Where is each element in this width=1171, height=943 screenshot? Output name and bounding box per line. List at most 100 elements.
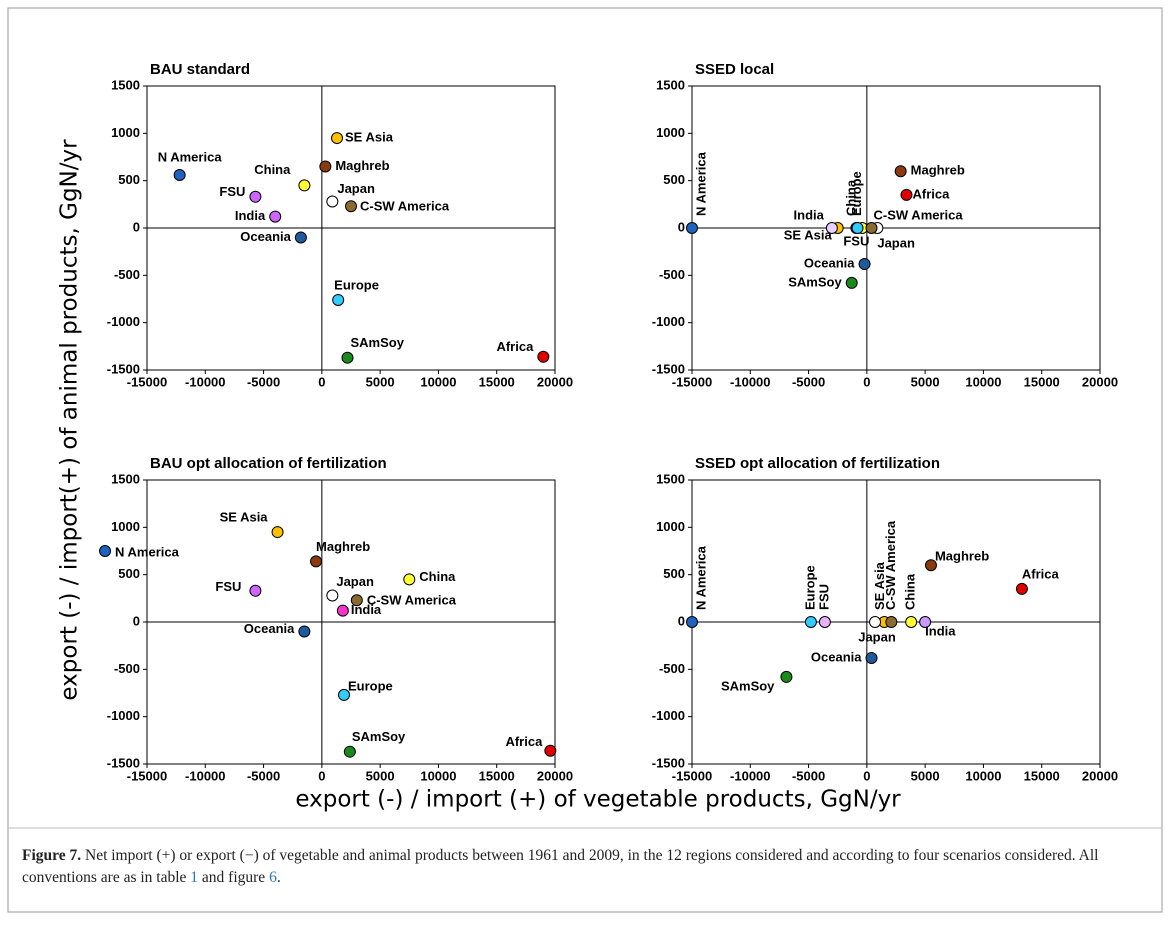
- figure-ref[interactable]: 6: [269, 869, 277, 886]
- point-label: SAmSoy: [351, 335, 405, 350]
- data-point: [403, 573, 416, 586]
- data-point: [825, 222, 838, 234]
- figure-frame: [7, 7, 1163, 913]
- y-tick-label: -500: [659, 267, 685, 282]
- data-point: [341, 351, 354, 364]
- point-label: N America: [693, 151, 708, 216]
- data-point: [804, 616, 817, 628]
- point-label: C-SW America: [883, 520, 898, 610]
- y-tick-label: 1000: [111, 519, 140, 534]
- y-tick-label: 1500: [111, 471, 140, 486]
- table-ref[interactable]: 1: [190, 869, 199, 886]
- point-label: N America: [693, 545, 708, 610]
- data-point: [249, 190, 262, 203]
- data-point: [343, 745, 356, 758]
- point-label: C-SW America: [874, 207, 964, 222]
- point-label: FSU: [219, 184, 245, 199]
- point-label: India: [235, 208, 266, 223]
- point-label: Europe: [802, 565, 817, 610]
- data-point: [345, 200, 357, 213]
- caption-text: and figure: [198, 869, 270, 886]
- point-label: FSU: [816, 584, 831, 610]
- data-point: [350, 594, 363, 607]
- data-point: [298, 625, 311, 638]
- y-tick-label: -1500: [107, 755, 140, 770]
- x-tick-label: -5000: [792, 768, 825, 783]
- point-label: Oceania: [244, 621, 295, 636]
- data-point: [332, 293, 345, 306]
- point-label: SE Asia: [345, 130, 394, 145]
- data-point: [298, 179, 311, 192]
- point-label: FSU: [215, 579, 241, 594]
- point-label: N America: [158, 149, 223, 164]
- point-label: China: [903, 573, 918, 610]
- data-point: [924, 559, 937, 572]
- y-tick-label: 0: [678, 219, 685, 234]
- y-tick-label: 500: [118, 172, 140, 187]
- point-label: Oceania: [240, 229, 291, 244]
- x-tick-label: 20000: [537, 374, 573, 389]
- point-label: India: [925, 623, 956, 638]
- x-tick-label: 10000: [965, 374, 1001, 389]
- point-label: China: [254, 162, 291, 177]
- y-tick-label: 1000: [656, 125, 685, 140]
- data-point: [269, 210, 282, 223]
- point-label: C-SW America: [367, 593, 457, 608]
- point-label: China: [844, 179, 859, 216]
- x-tick-label: 20000: [537, 768, 573, 783]
- point-label: Maghreb: [316, 539, 370, 554]
- data-point: [537, 350, 550, 363]
- x-tick-label: -15000: [127, 768, 167, 783]
- x-tick-label: -10000: [730, 768, 770, 783]
- point-label: China: [419, 569, 456, 584]
- data-point: [173, 168, 186, 181]
- point-label: Africa: [505, 734, 543, 749]
- y-tick-label: 1000: [656, 519, 685, 534]
- x-tick-label: 5000: [911, 374, 940, 389]
- point-label: C-SW America: [360, 199, 450, 214]
- point-label: SE Asia: [872, 561, 887, 610]
- y-tick-label: -500: [114, 267, 140, 282]
- point-label: Maghreb: [335, 158, 389, 173]
- point-label: Japan: [877, 235, 915, 250]
- y-tick-label: 0: [133, 219, 140, 234]
- point-label: SAmSoy: [352, 729, 406, 744]
- point-label: Africa: [912, 186, 950, 201]
- chart-title: SSED opt allocation of fertilization: [695, 455, 940, 472]
- y-tick-label: 0: [678, 613, 685, 628]
- point-label: SE Asia: [220, 510, 269, 525]
- y-tick-label: -1000: [652, 314, 685, 329]
- data-point: [544, 744, 557, 757]
- x-axis-label: export (-) / import (+) of vegetable pro…: [295, 787, 901, 813]
- x-tick-label: 20000: [1082, 374, 1118, 389]
- x-tick-label: -5000: [247, 768, 280, 783]
- data-point: [818, 616, 831, 628]
- y-tick-label: 1500: [111, 77, 140, 92]
- caption-text: Net import (+) or export (−) of vegetabl…: [22, 847, 1099, 886]
- x-tick-label: 0: [318, 374, 325, 389]
- point-label: Japan: [337, 181, 375, 196]
- data-point: [865, 651, 878, 664]
- data-point: [249, 584, 262, 597]
- x-tick-label: 15000: [1024, 374, 1060, 389]
- point-label: India: [794, 207, 825, 222]
- point-label: N America: [115, 544, 180, 559]
- y-tick-label: 500: [663, 172, 685, 187]
- x-tick-label: -15000: [127, 374, 167, 389]
- x-tick-label: 15000: [1024, 768, 1060, 783]
- data-point: [326, 589, 339, 602]
- y-tick-label: -1500: [107, 361, 140, 376]
- x-tick-label: -10000: [730, 374, 770, 389]
- point-label: SAmSoy: [788, 274, 842, 289]
- point-label: Japan: [858, 629, 896, 644]
- y-tick-label: -1500: [652, 361, 685, 376]
- y-tick-label: 500: [663, 566, 685, 581]
- x-tick-label: 5000: [366, 374, 395, 389]
- caption-text: .: [276, 869, 281, 886]
- x-tick-label: -5000: [792, 374, 825, 389]
- caption: Figure 7. Net import (+) or export (−) o…: [22, 845, 1142, 889]
- y-tick-label: -1000: [107, 314, 140, 329]
- point-label: Oceania: [811, 649, 862, 664]
